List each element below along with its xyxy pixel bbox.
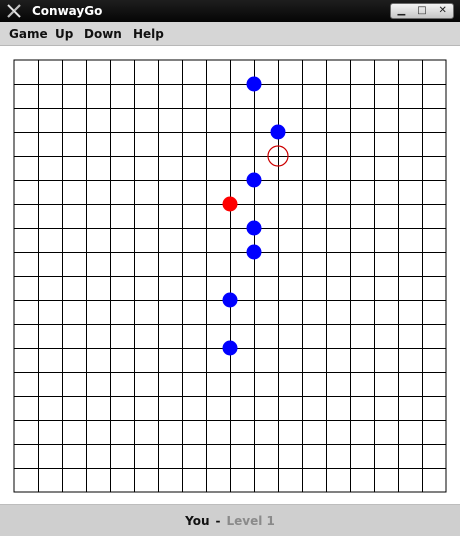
title-bar[interactable]: ConwayGo ▁ □ ✕ bbox=[0, 0, 460, 22]
status-level: Level 1 bbox=[226, 513, 275, 528]
blue-stone[interactable] bbox=[222, 340, 238, 356]
x-icon bbox=[7, 4, 21, 18]
minimize-button[interactable]: ▁ bbox=[397, 5, 406, 16]
blue-stone[interactable] bbox=[246, 244, 262, 260]
crosshair-cursor-icon bbox=[267, 145, 289, 167]
menu-down[interactable]: Down bbox=[84, 27, 122, 41]
blue-stone[interactable] bbox=[222, 292, 238, 308]
blue-stone[interactable] bbox=[246, 172, 262, 188]
close-button[interactable]: ✕ bbox=[438, 5, 447, 16]
menu-up[interactable]: Up bbox=[55, 27, 74, 41]
menu-bar: Game Up Down Help bbox=[0, 22, 460, 46]
window-controls: ▁ □ ✕ bbox=[390, 3, 454, 19]
game-board[interactable] bbox=[0, 46, 460, 504]
maximize-button[interactable]: □ bbox=[417, 5, 427, 16]
window-title: ConwayGo bbox=[32, 4, 103, 18]
status-separator: - bbox=[215, 513, 221, 528]
red-stone[interactable] bbox=[222, 196, 238, 212]
menu-help[interactable]: Help bbox=[133, 27, 164, 41]
game-board-area bbox=[0, 46, 460, 504]
menu-game[interactable]: Game bbox=[9, 27, 48, 41]
blue-stone[interactable] bbox=[246, 220, 262, 236]
blue-stone[interactable] bbox=[270, 124, 286, 140]
status-bar: You - Level 1 bbox=[0, 504, 460, 536]
blue-stone[interactable] bbox=[246, 76, 262, 92]
status-player: You bbox=[185, 513, 210, 528]
